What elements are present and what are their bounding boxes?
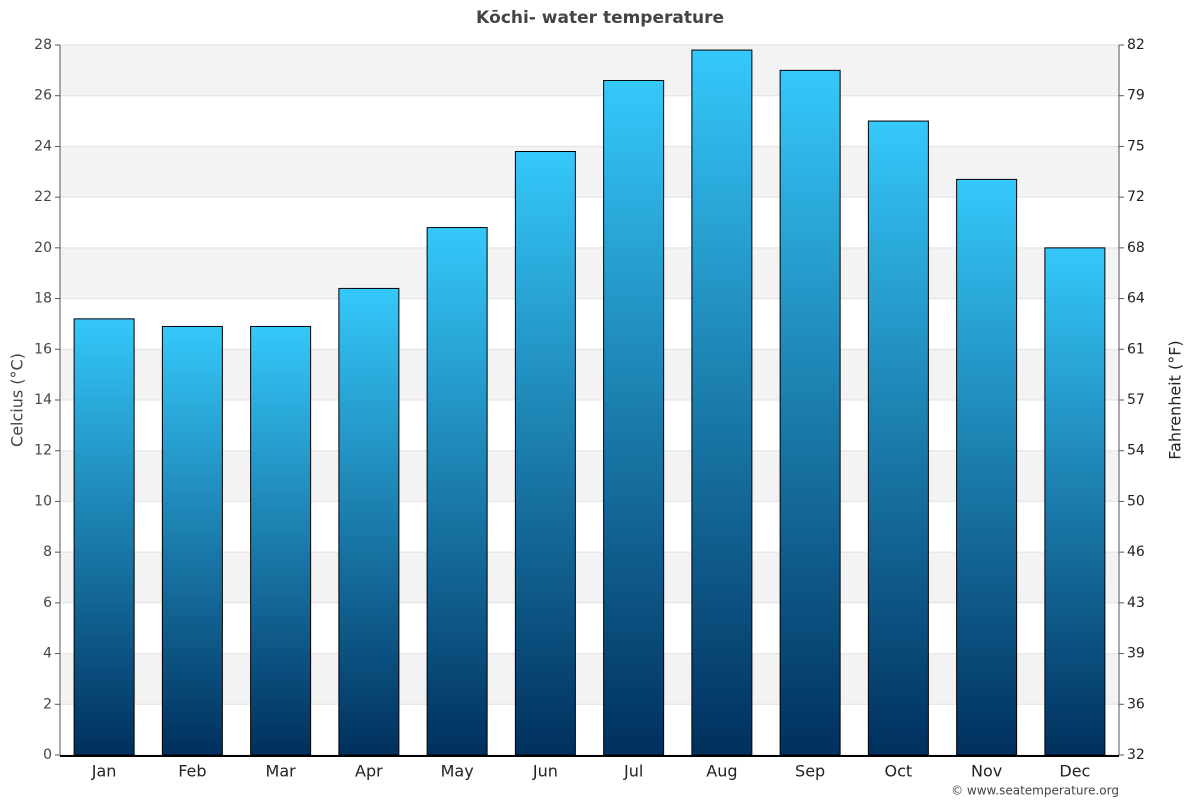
- bar: [250, 325, 312, 756]
- bar: [691, 49, 753, 756]
- bar: [426, 227, 488, 756]
- x-tick-label: Dec: [1059, 762, 1090, 781]
- x-tick-label: Oct: [885, 762, 913, 781]
- bar: [1044, 247, 1106, 756]
- y-tick-label: 0: [43, 747, 52, 763]
- chart-title: Kōchi- water temperature: [476, 8, 724, 28]
- grid-band: [60, 349, 1119, 400]
- grid-band: [60, 45, 1119, 96]
- y-tick-label: 8: [43, 544, 52, 560]
- y2-axis-label: Fahrenheit (°F): [1166, 340, 1185, 459]
- x-tick-label: May: [441, 762, 474, 781]
- grid-band: [60, 450, 1119, 502]
- x-tick-label: Jul: [623, 762, 643, 781]
- y2-tick-label: 36: [1127, 696, 1145, 712]
- x-tick-label: Nov: [971, 762, 1002, 781]
- grid-band: [60, 146, 1119, 198]
- grid-band: [60, 653, 1119, 705]
- y-tick-label: 26: [34, 88, 52, 104]
- y2-tick-label: 32: [1127, 747, 1145, 763]
- y-tick-label: 2: [43, 696, 52, 712]
- y2-tick-label: 64: [1127, 291, 1145, 307]
- y-tick-label: 24: [34, 138, 52, 154]
- x-tick-label: Jan: [91, 762, 117, 781]
- y2-tick-label: 72: [1127, 189, 1145, 205]
- bar: [603, 80, 665, 756]
- y2-tick-label: 61: [1127, 341, 1145, 357]
- bar: [779, 69, 841, 756]
- y-tick-label: 6: [43, 595, 52, 611]
- x-tick-label: Aug: [706, 762, 737, 781]
- y-tick-label: 14: [34, 392, 52, 408]
- grid-band: [60, 247, 1119, 299]
- y2-tick-label: 79: [1127, 88, 1145, 104]
- y2-tick-label: 57: [1127, 392, 1145, 408]
- bar: [161, 325, 223, 756]
- y2-tick-label: 75: [1127, 138, 1145, 154]
- bar: [867, 120, 929, 756]
- x-tick-label: Feb: [178, 762, 206, 781]
- y-tick-label: 12: [34, 443, 52, 459]
- y2-tick-label: 82: [1127, 37, 1145, 53]
- y-tick-label: 20: [34, 240, 52, 256]
- y-tick-label: 22: [34, 189, 52, 205]
- bar: [338, 287, 400, 756]
- x-tick-label: Sep: [795, 762, 825, 781]
- y2-tick-label: 43: [1127, 595, 1145, 611]
- bar: [956, 178, 1018, 756]
- y-tick-label: 4: [43, 646, 52, 662]
- x-tick-label: Mar: [266, 762, 297, 781]
- y2-tick-label: 50: [1127, 493, 1145, 509]
- y-axis-label: Celcius (°C): [8, 353, 27, 447]
- bar: [514, 151, 576, 756]
- y2-tick-label: 39: [1127, 646, 1145, 662]
- y2-tick-label: 68: [1127, 240, 1145, 256]
- x-tick-label: Apr: [355, 762, 383, 781]
- y-tick-label: 18: [34, 291, 52, 307]
- credit: © www.seatemperature.org: [951, 784, 1119, 798]
- x-tick-label: Jun: [532, 762, 558, 781]
- y-tick-label: 16: [34, 341, 52, 357]
- bar: [73, 318, 135, 756]
- y2-tick-label: 54: [1127, 443, 1145, 459]
- y-tick-label: 10: [34, 493, 52, 509]
- y-tick-label: 28: [34, 37, 52, 53]
- grid-band: [60, 552, 1119, 603]
- y2-tick-label: 46: [1127, 544, 1145, 560]
